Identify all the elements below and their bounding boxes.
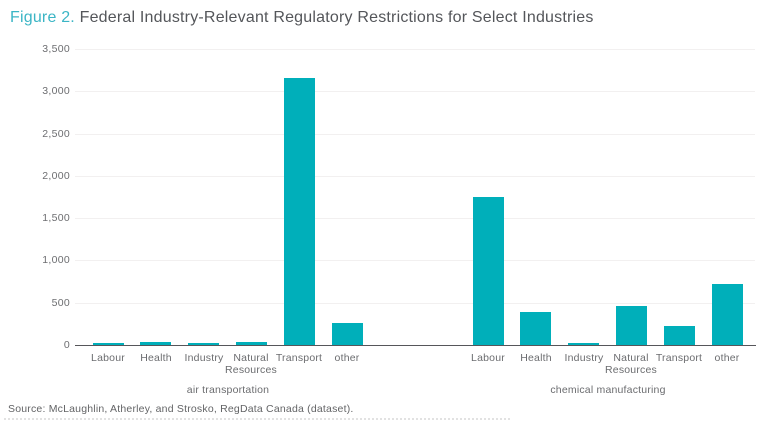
x-category-label: Natural Resources — [605, 352, 657, 376]
x-category-label: other — [714, 352, 740, 364]
bar-chemical-manufacturing-other — [712, 284, 743, 345]
figure-number: Figure 2. — [10, 9, 75, 26]
bar-air-transportation-industry — [188, 343, 219, 345]
y-tick-label: 1,000 — [42, 254, 70, 266]
gridline — [75, 91, 755, 92]
bar-chemical-manufacturing-industry — [568, 343, 599, 345]
bar-chemical-manufacturing-transport — [664, 326, 695, 345]
y-tick-label: 3,000 — [42, 85, 70, 97]
x-category-label: Health — [140, 352, 172, 364]
gridline — [75, 303, 755, 304]
gridline — [75, 218, 755, 219]
x-category-label: Health — [520, 352, 552, 364]
bar-chemical-manufacturing-natural-resources — [616, 306, 647, 345]
x-category-label: Natural Resources — [225, 352, 277, 376]
bar-air-transportation-health — [140, 342, 171, 345]
x-category-label: other — [334, 352, 360, 364]
source-note: Source: McLaughlin, Atherley, and Strosk… — [8, 403, 354, 415]
x-category-label: Labour — [91, 352, 125, 364]
y-tick-label: 2,000 — [42, 170, 70, 182]
bar-chemical-manufacturing-labour — [473, 197, 504, 345]
y-tick-label: 1,500 — [42, 212, 70, 224]
bar-air-transportation-labour — [93, 343, 124, 345]
x-category-label: Industry — [564, 352, 604, 364]
group-label-air-transportation: air transportation — [186, 384, 270, 396]
figure-title-text: Federal Industry-Relevant Regulatory Res… — [74, 9, 594, 26]
x-category-label: Industry — [184, 352, 224, 364]
bar-air-transportation-other — [332, 323, 363, 345]
gridline — [75, 176, 755, 177]
figure-title: Figure 2. Federal Industry-Relevant Regu… — [10, 9, 594, 27]
gridline — [75, 260, 755, 261]
y-tick-label: 2,500 — [42, 128, 70, 140]
bar-air-transportation-natural-resources — [236, 342, 267, 345]
x-category-label: Transport — [655, 352, 703, 364]
bar-chemical-manufacturing-health — [520, 312, 551, 345]
y-tick-label: 3,500 — [42, 43, 70, 55]
gridline — [75, 49, 755, 50]
x-axis-line — [75, 345, 756, 346]
group-label-chemical-manufacturing: chemical manufacturing — [550, 384, 666, 396]
y-tick-label: 500 — [51, 297, 70, 309]
gridline — [75, 134, 755, 135]
x-category-label: Transport — [275, 352, 323, 364]
cropped-next-line-artifact — [4, 418, 510, 420]
bar-air-transportation-transport — [284, 78, 315, 345]
x-category-label: Labour — [471, 352, 505, 364]
y-tick-label: 0 — [63, 339, 70, 351]
